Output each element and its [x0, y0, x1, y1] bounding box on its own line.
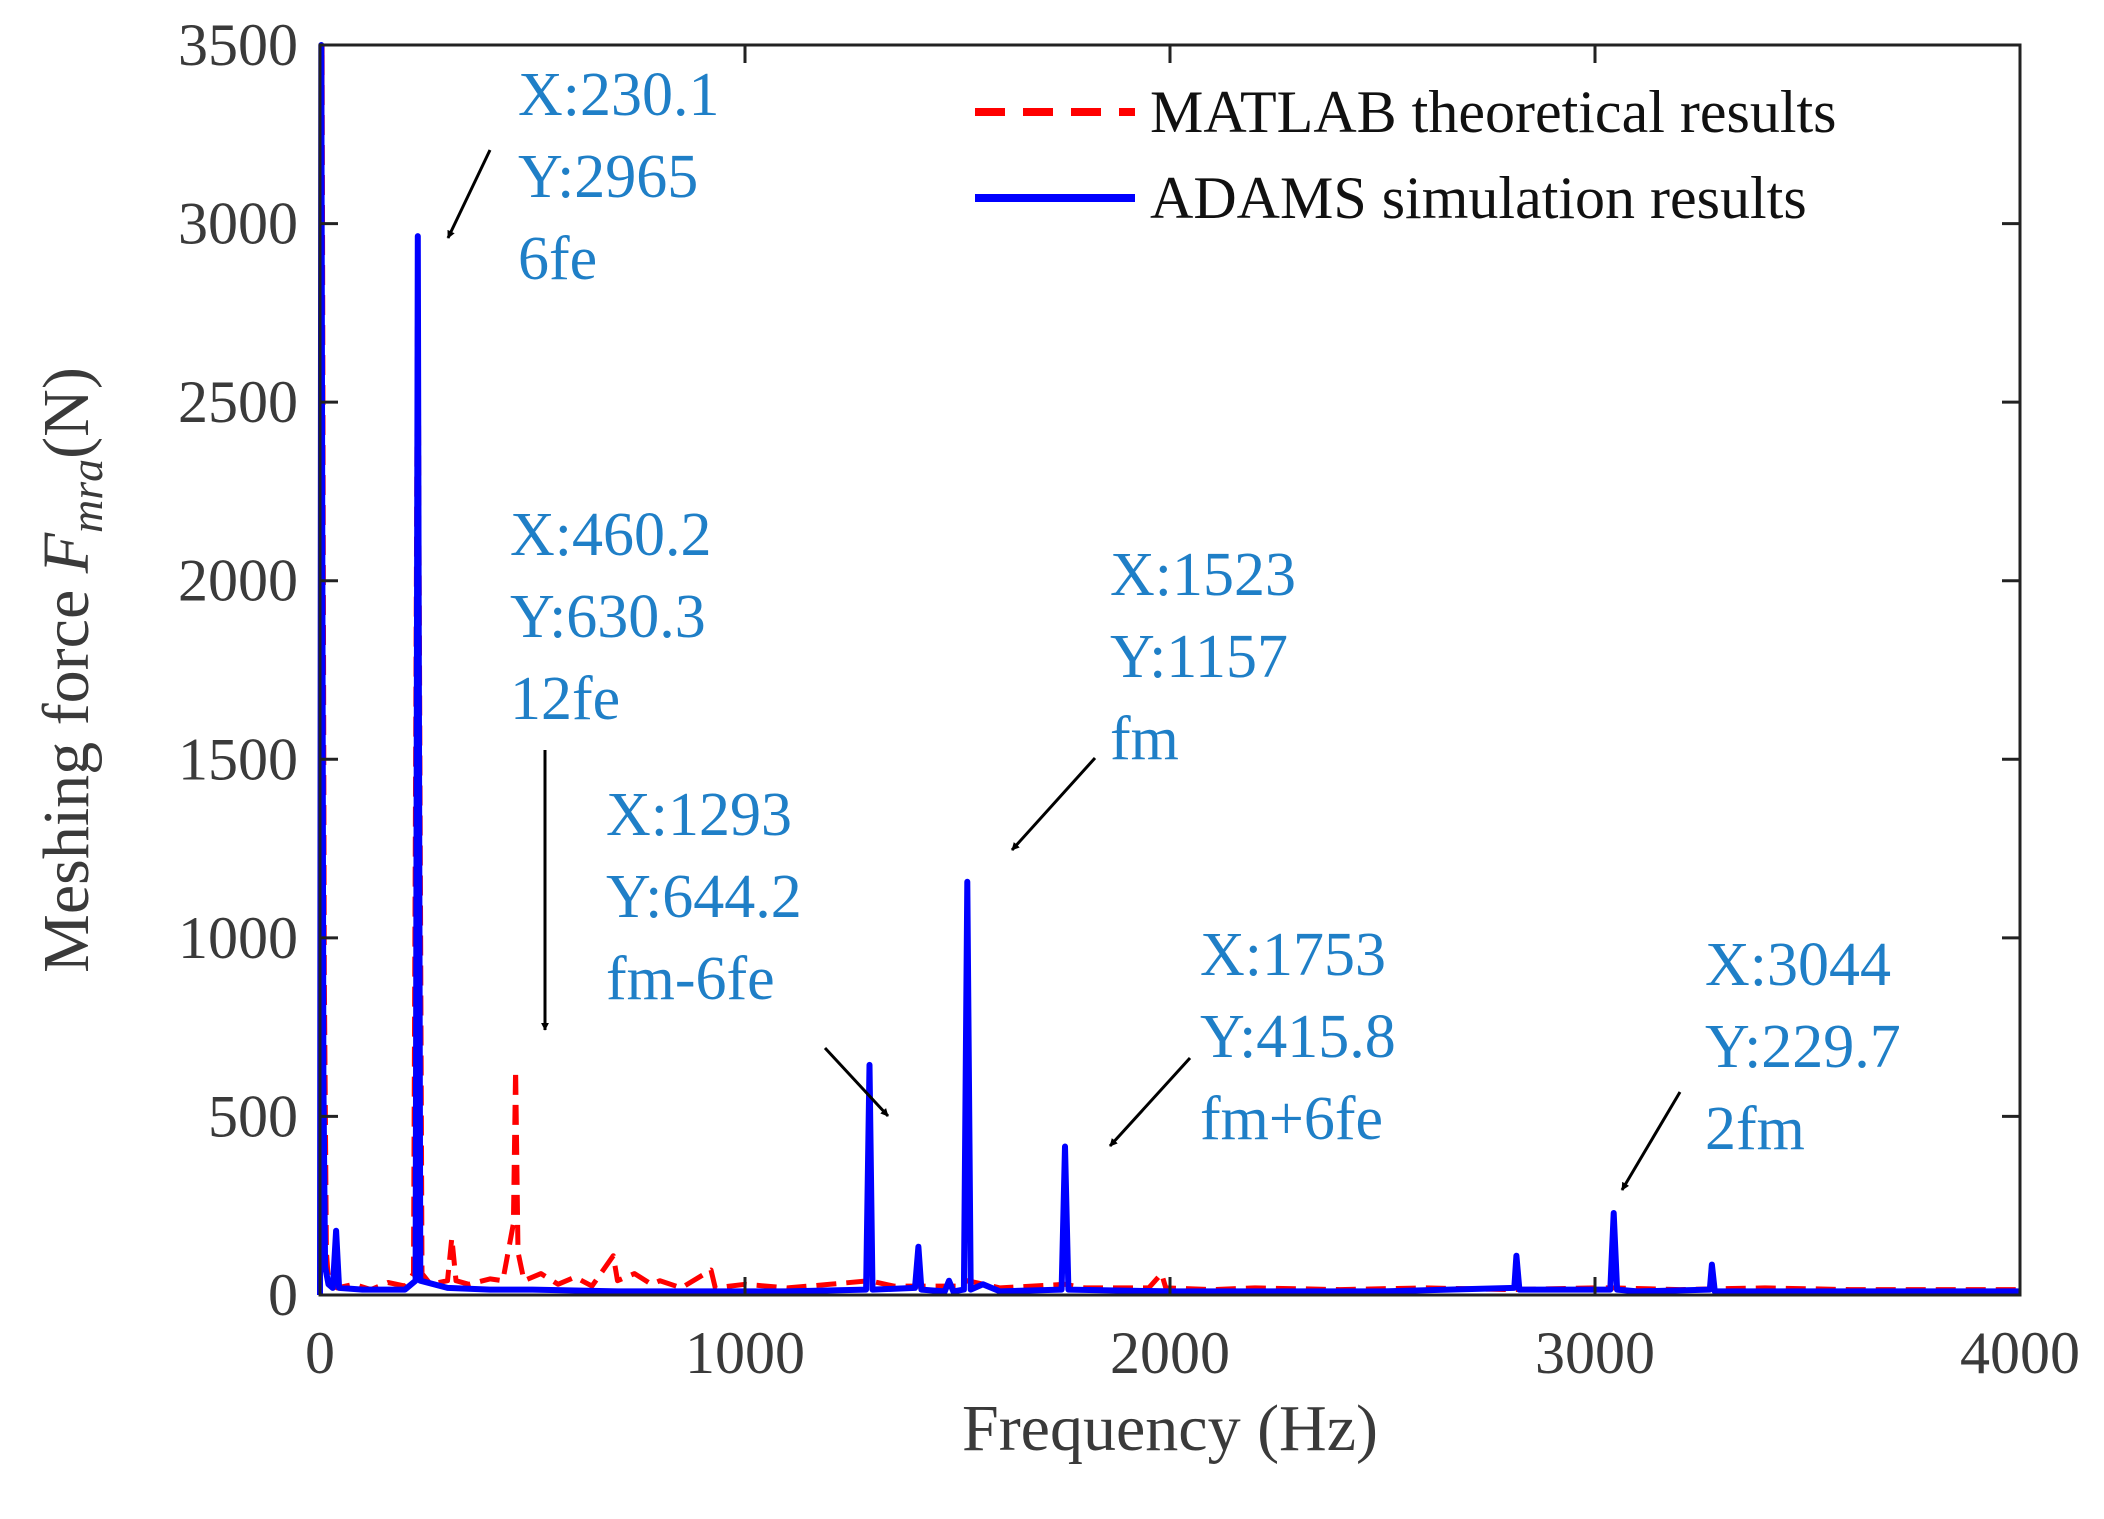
peak-annotation: X:3044 Y:229.7 2fm — [1620, 931, 1901, 1191]
plot-background — [320, 45, 2020, 1295]
annotation-line: X:230.1 — [518, 61, 720, 129]
annotation-line: Y:630.3 — [510, 583, 706, 651]
annotation-arrow — [1620, 1091, 1682, 1191]
y-tick-label: 2000 — [178, 548, 298, 614]
annotation-arrow — [1010, 756, 1097, 852]
annotation-line: 6fe — [518, 225, 597, 293]
x-tick-label: 4000 — [1960, 1320, 2080, 1386]
y-tick-label: 3000 — [178, 191, 298, 257]
y-axis-title: Meshing force Fmra(N) — [30, 367, 112, 973]
annotation-line: 12fe — [510, 665, 620, 733]
x-axis-title: Frequency (Hz) — [962, 1392, 1378, 1465]
y-tick-label: 3500 — [178, 12, 298, 78]
peak-annotation: X:460.2 Y:630.3 12fe — [510, 501, 712, 1031]
peak-annotation: X:1753 Y:415.8 fm+6fe — [1108, 921, 1396, 1153]
annotation-arrow — [823, 1046, 890, 1118]
annotation-line: X:3044 — [1705, 931, 1891, 999]
annotation-label: X:1293 Y:644.2 fm-6fe — [606, 781, 802, 1013]
annotation-line: Y:415.8 — [1200, 1003, 1396, 1071]
annotation-label: X:460.2 Y:630.3 12fe — [510, 501, 712, 733]
y-tick-label: 2500 — [178, 369, 298, 435]
annotation-line: Y:229.7 — [1705, 1013, 1901, 1081]
y-tick-label: 1500 — [178, 726, 298, 792]
legend-label-matlab: MATLAB theoretical results — [1150, 79, 1837, 145]
annotation-arrow — [446, 149, 492, 239]
y-tick-label: 0 — [268, 1262, 298, 1328]
annotation-line: Y:2965 — [518, 143, 698, 211]
annotation-line: X:1753 — [1200, 921, 1386, 989]
legend: MATLAB theoretical results ADAMS simulat… — [975, 79, 1837, 231]
legend-label-adams: ADAMS simulation results — [1150, 165, 1807, 231]
y-axis-title-prefix: Meshing force — [30, 573, 103, 973]
y-axis-title-symbol: F — [30, 532, 103, 574]
annotation-line: Y:1157 — [1110, 623, 1288, 691]
peak-annotation: X:1293 Y:644.2 fm-6fe — [606, 781, 890, 1118]
x-tick-labels: 0 1000 2000 3000 4000 — [305, 1320, 2080, 1386]
annotation-arrow — [1108, 1056, 1192, 1148]
y-axis-title-suffix: (N) — [30, 367, 103, 459]
annotation-line: fm+6fe — [1200, 1085, 1383, 1153]
y-tick-labels: 0 500 1000 1500 2000 2500 3000 3500 — [178, 12, 298, 1328]
annotation-line: Y:644.2 — [606, 863, 802, 931]
annotation-line: 2fm — [1705, 1095, 1805, 1163]
annotations: X:230.1 Y:2965 6fe X:460.2 Y:630.3 12fe X:1293… — [446, 61, 1901, 1191]
x-tick-label: 1000 — [685, 1320, 805, 1386]
annotation-label: X:3044 Y:229.7 2fm — [1705, 931, 1901, 1163]
peak-annotation: X:230.1 Y:2965 6fe — [446, 61, 720, 293]
x-tick-label: 3000 — [1535, 1320, 1655, 1386]
annotation-line: fm-6fe — [606, 945, 775, 1013]
y-axis-title-subscript: mra — [61, 459, 112, 533]
x-tick-label: 0 — [305, 1320, 335, 1386]
x-tick-label: 2000 — [1110, 1320, 1230, 1386]
annotation-line: X:460.2 — [510, 501, 712, 569]
y-tick-label: 1000 — [178, 905, 298, 971]
annotation-label: X:230.1 Y:2965 6fe — [518, 61, 720, 293]
annotation-line: X:1523 — [1110, 541, 1296, 609]
y-tick-label: 500 — [208, 1083, 298, 1149]
annotation-line: X:1293 — [606, 781, 792, 849]
plot-frame — [318, 43, 2022, 1297]
annotation-line: fm — [1110, 705, 1179, 773]
annotation-label: X:1753 Y:415.8 fm+6fe — [1200, 921, 1396, 1153]
peak-annotation: X:1523 Y:1157 fm — [1010, 541, 1296, 852]
annotation-label: X:1523 Y:1157 fm — [1110, 541, 1296, 773]
